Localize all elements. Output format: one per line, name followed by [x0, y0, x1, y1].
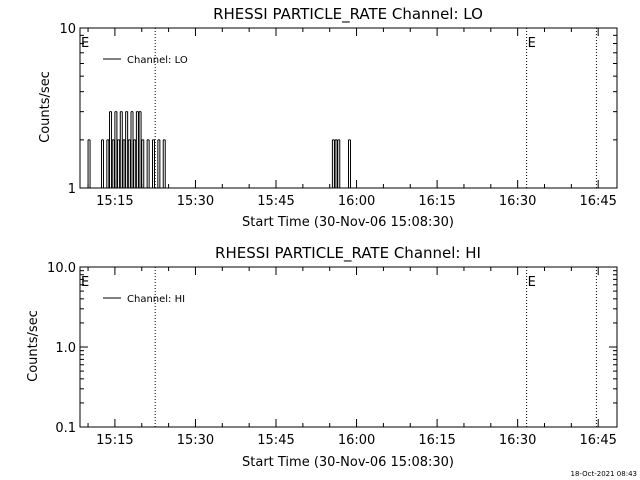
x-tick-label: 15:45 — [257, 433, 294, 448]
x-tick-label: 16:30 — [499, 194, 536, 209]
y-tick-label: 10.0 — [47, 261, 76, 276]
legend-label: Channel: LO — [127, 55, 188, 66]
chart-panel-hi: RHESSI PARTICLE_RATE Channel: HI Start T… — [26, 244, 618, 470]
x-tick-label: 16:45 — [579, 433, 616, 448]
chart-title: RHESSI PARTICLE_RATE Channel: HI — [215, 244, 481, 263]
edge-event-label: E — [81, 36, 89, 51]
y-axis-label: Counts/sec — [26, 310, 41, 382]
y-tick-label: 1.0 — [55, 341, 76, 356]
x-tick-label: 16:00 — [338, 194, 375, 209]
x-axis-label: Start Time (30-Nov-06 15:08:30) — [242, 455, 454, 470]
event-label: E — [528, 275, 536, 290]
x-tick-label: 15:30 — [177, 433, 214, 448]
footer-timestamp: 18-Oct-2021 08:43 — [571, 470, 637, 478]
legend: Channel: LO — [103, 55, 188, 66]
edge-event-label: E — [81, 275, 89, 290]
y-tick-label: 0.1 — [55, 421, 76, 436]
x-tick-label: 16:15 — [418, 194, 455, 209]
event-label: E — [528, 36, 536, 51]
legend: Channel: HI — [103, 294, 185, 305]
x-tick-label: 15:30 — [177, 194, 214, 209]
x-axis-label: Start Time (30-Nov-06 15:08:30) — [242, 215, 454, 230]
y-axis-label: Counts/sec — [38, 71, 53, 143]
x-tick-label: 16:45 — [579, 194, 616, 209]
series — [85, 111, 354, 189]
x-tick-label: 15:15 — [96, 433, 133, 448]
chart-panel-lo: RHESSI PARTICLE_RATE Channel: LO Start T… — [38, 5, 618, 230]
chart-title: RHESSI PARTICLE_RATE Channel: LO — [213, 5, 483, 24]
x-tick-label: 16:15 — [418, 433, 455, 448]
x-tick-label: 16:00 — [338, 433, 375, 448]
x-tick-label: 16:30 — [499, 433, 536, 448]
y-tick-label: 1 — [68, 182, 76, 197]
legend-label: Channel: HI — [127, 294, 185, 305]
x-tick-label: 15:15 — [96, 194, 133, 209]
x-tick-label: 15:45 — [257, 194, 294, 209]
y-tick-label: 10 — [59, 22, 76, 37]
